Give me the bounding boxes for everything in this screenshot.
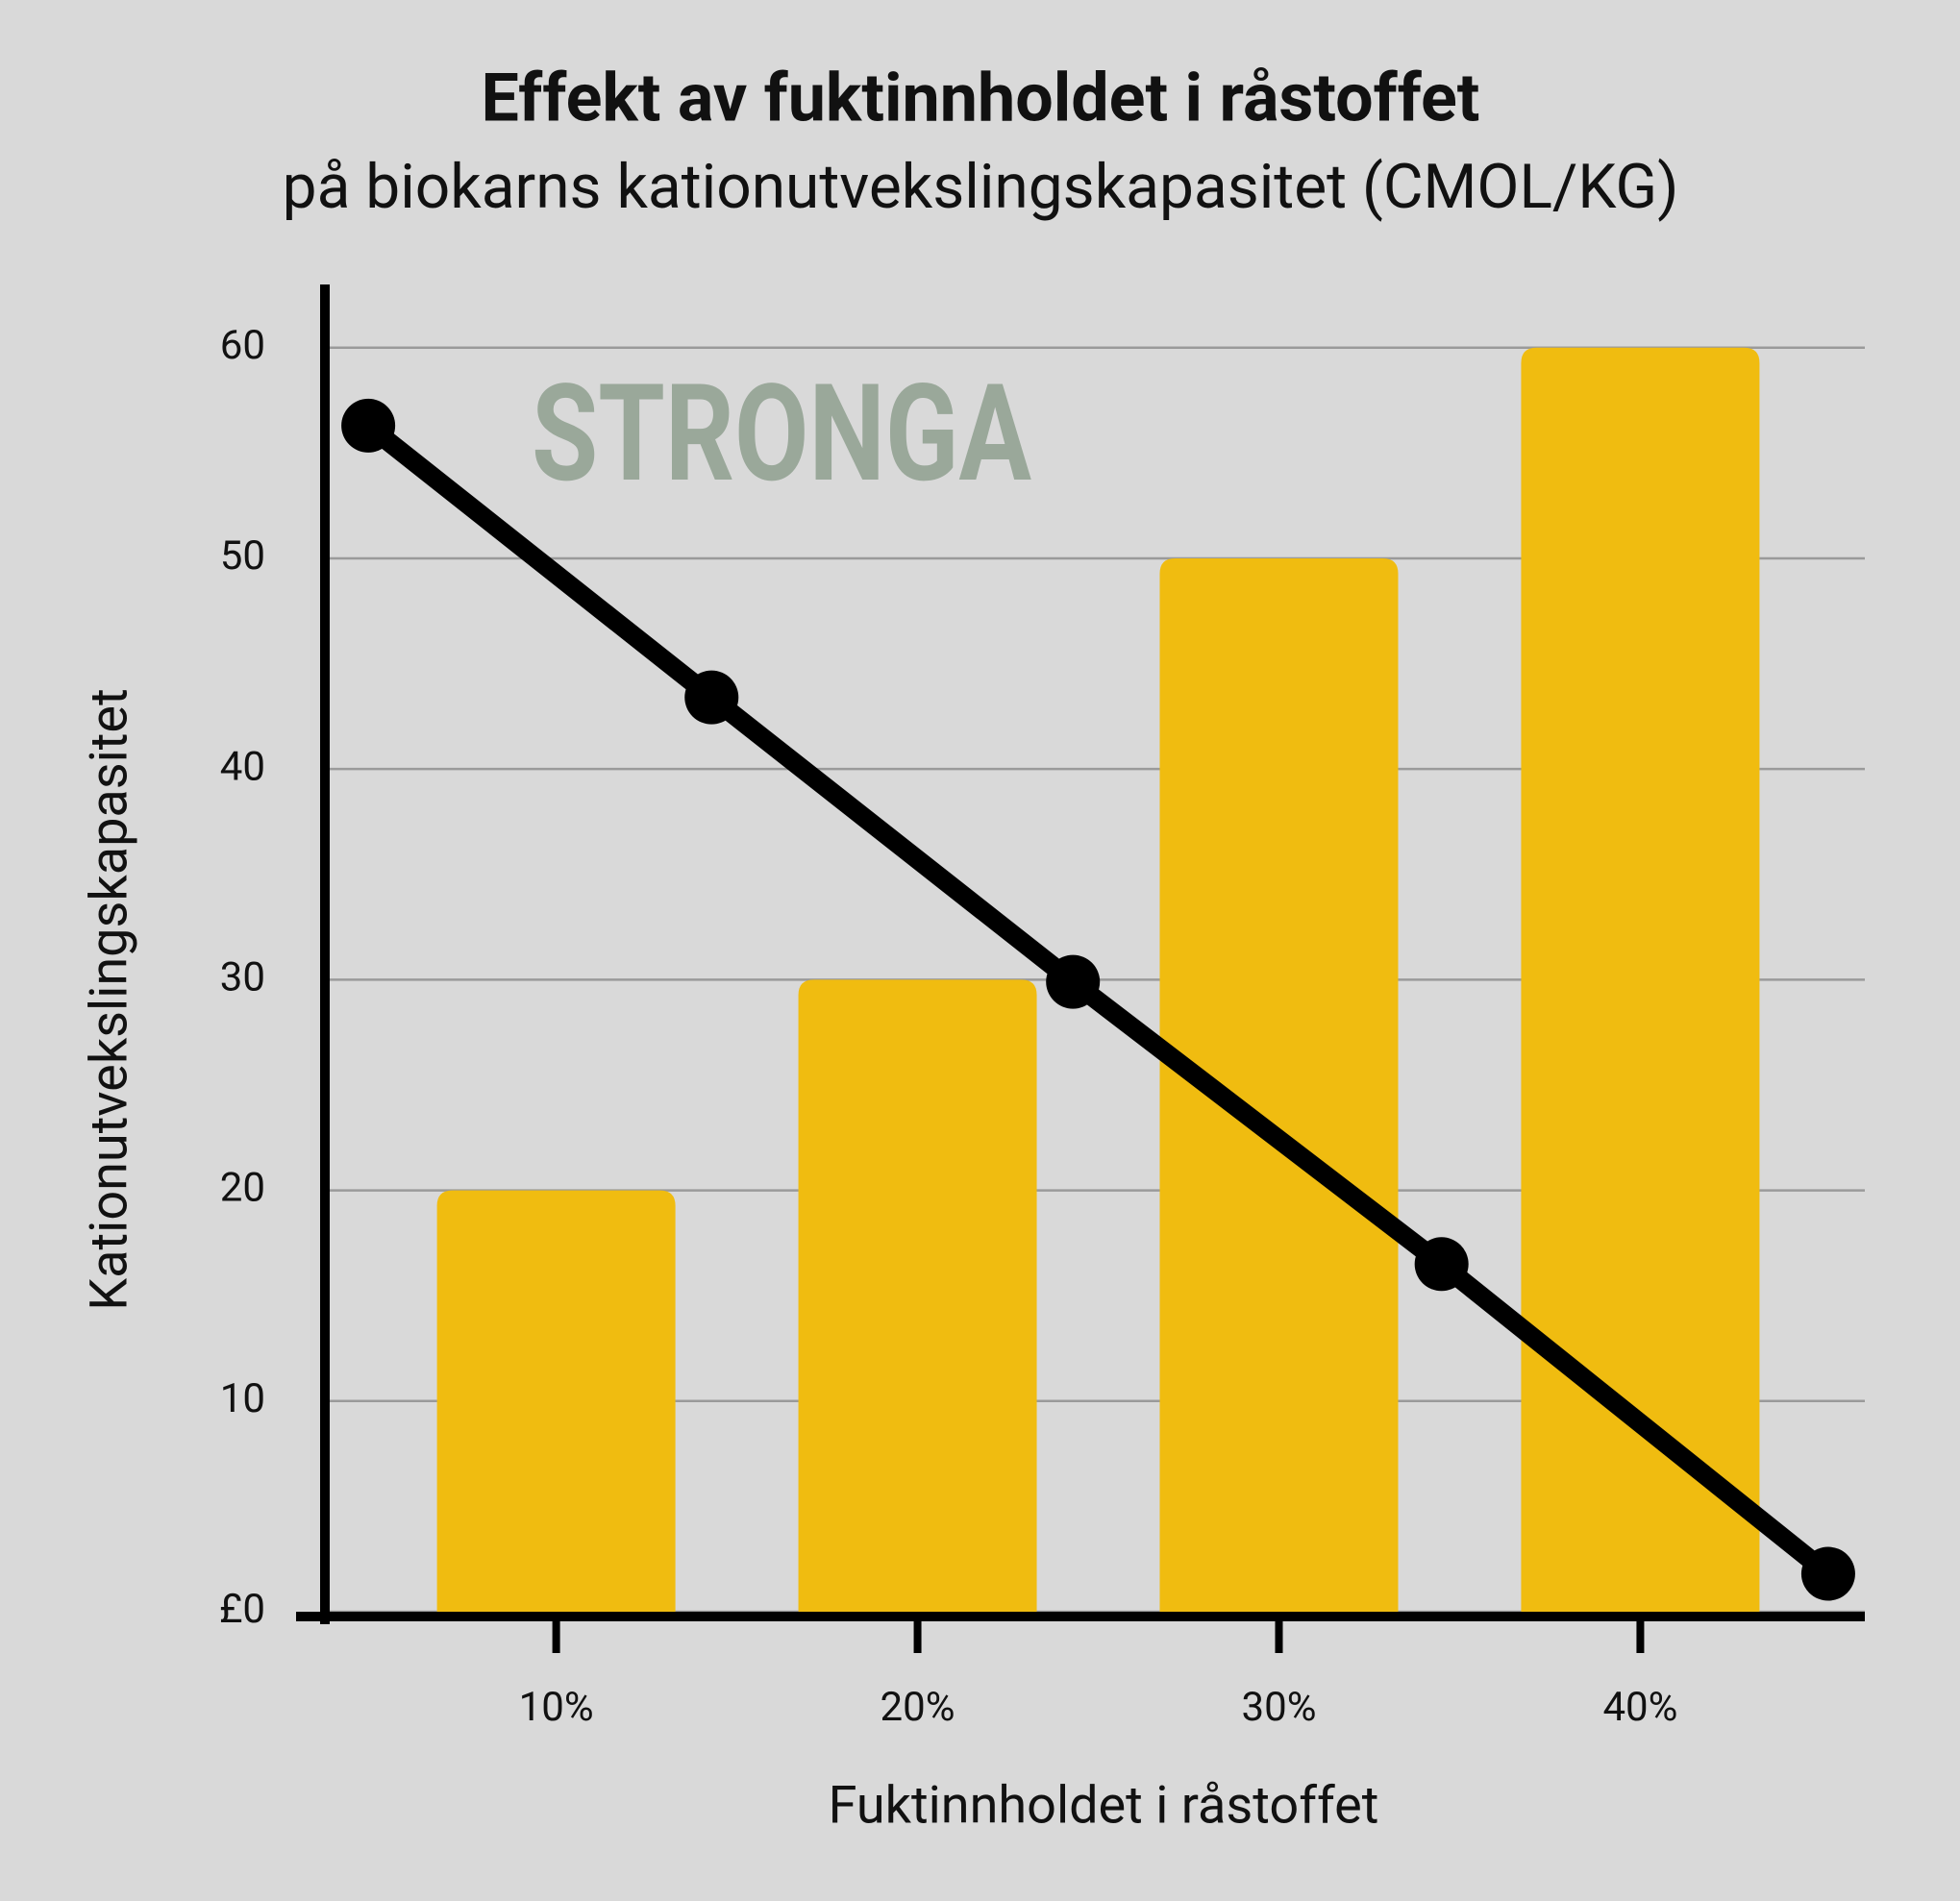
line-point bbox=[341, 398, 396, 453]
y-tick-label: 40 bbox=[220, 743, 265, 790]
bar bbox=[1159, 557, 1399, 1612]
y-axis-label: Kationutvekslingskapasitet bbox=[79, 688, 139, 1310]
x-tick-label: 10% bbox=[519, 1684, 594, 1731]
y-tick-label: 20 bbox=[220, 1165, 265, 1212]
y-tick-label: 50 bbox=[220, 532, 265, 580]
chart-title: Effekt av fuktinnholdet i råstoffet bbox=[482, 59, 1480, 137]
plot-area: £0 10 20 30 40 50 60 10% 20% 30% 40% bbox=[219, 284, 1865, 1731]
chart-subtitle: på biokarns kationutvekslingskapasitet (… bbox=[283, 151, 1679, 223]
bar bbox=[798, 979, 1037, 1612]
x-tick-label: 30% bbox=[1241, 1684, 1316, 1731]
bar bbox=[436, 1190, 676, 1612]
line-point bbox=[684, 670, 739, 725]
line-point bbox=[1414, 1237, 1469, 1292]
y-tick-label: £0 bbox=[219, 1586, 265, 1633]
y-tick-label: 10 bbox=[220, 1375, 265, 1422]
bar bbox=[1521, 347, 1760, 1612]
x-axis-label: Fuktinnholdet i råstoffet bbox=[829, 1775, 1379, 1836]
x-tick-label: 40% bbox=[1602, 1684, 1677, 1731]
watermark: STRONGA bbox=[532, 356, 1031, 513]
x-tick-label: 20% bbox=[881, 1684, 955, 1731]
y-tick-label: 30 bbox=[220, 953, 265, 1000]
line-point bbox=[1800, 1546, 1855, 1601]
y-tick-label: 60 bbox=[220, 322, 265, 369]
line-point bbox=[1046, 954, 1101, 1009]
